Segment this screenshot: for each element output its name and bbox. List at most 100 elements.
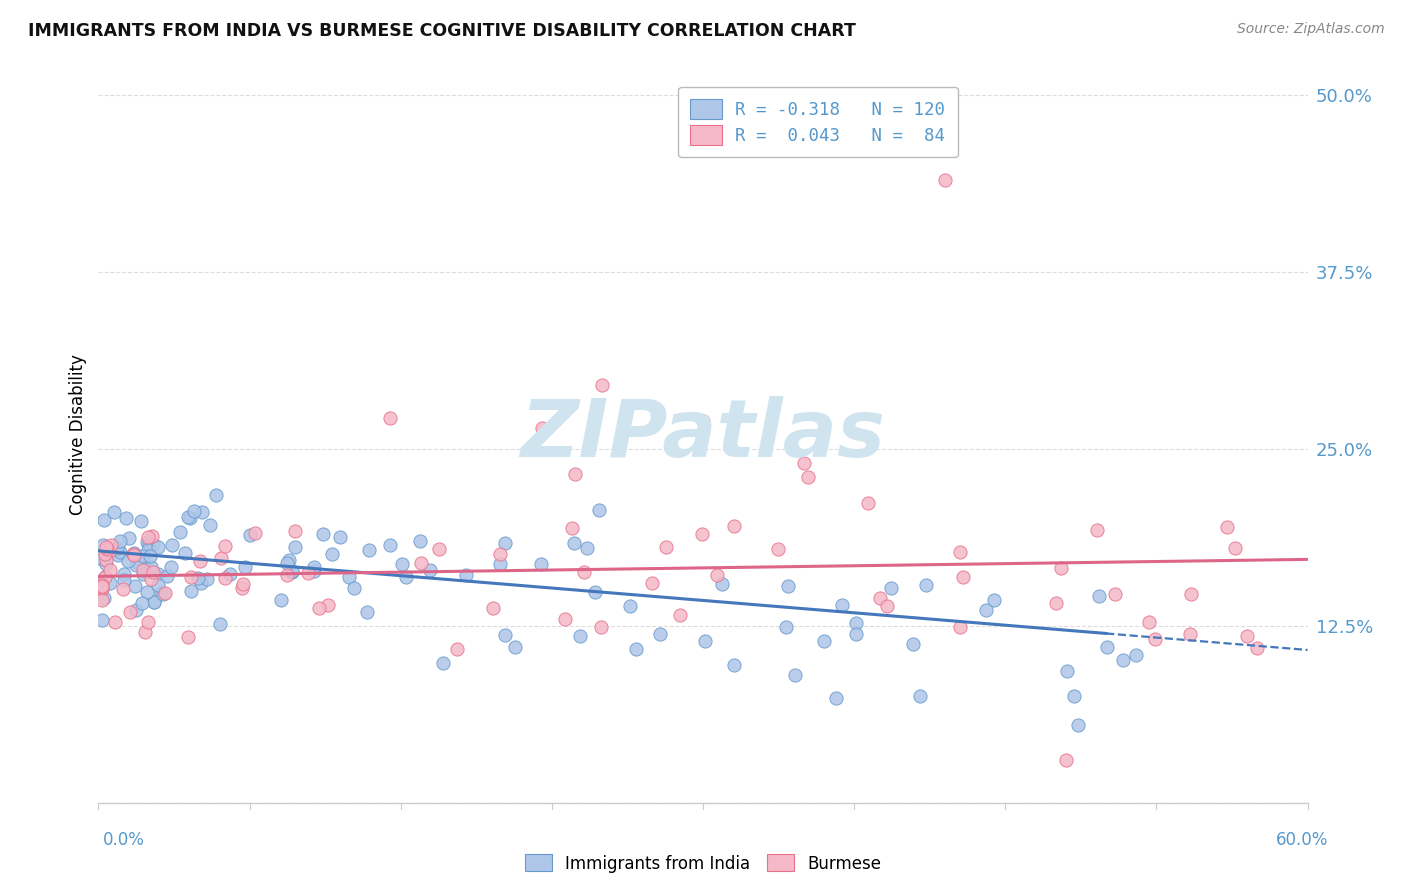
Point <box>880 582 903 596</box>
Point <box>337 570 360 584</box>
Point <box>589 619 612 633</box>
Point <box>139 560 162 574</box>
Point <box>136 615 159 630</box>
Point <box>112 582 135 596</box>
Point <box>1067 718 1090 732</box>
Point <box>796 470 818 484</box>
Text: Source: ZipAtlas.com: Source: ZipAtlas.com <box>1237 22 1385 37</box>
Point <box>297 566 319 580</box>
Point <box>96 558 118 572</box>
Point <box>91 614 114 628</box>
Point <box>91 593 114 607</box>
Point <box>169 525 191 540</box>
Point <box>91 582 114 596</box>
Text: 0.0%: 0.0% <box>103 831 145 849</box>
Point <box>138 530 160 544</box>
Point <box>619 599 641 613</box>
Point <box>136 542 159 557</box>
Point <box>93 513 115 527</box>
Text: ZIPatlas: ZIPatlas <box>520 396 886 474</box>
Point <box>125 558 148 573</box>
Point <box>793 456 815 470</box>
Point <box>641 575 664 590</box>
Point <box>302 564 325 578</box>
Point <box>91 578 114 592</box>
Point <box>214 571 236 585</box>
Point <box>432 656 454 670</box>
Point <box>131 597 153 611</box>
Point <box>1063 689 1085 703</box>
Point <box>118 605 141 619</box>
Point <box>156 568 179 582</box>
Point <box>94 570 117 584</box>
Point <box>624 641 647 656</box>
Point <box>276 556 298 570</box>
Point <box>562 536 585 550</box>
Point <box>343 581 366 595</box>
Point <box>117 554 139 568</box>
Point <box>214 539 236 553</box>
Point <box>915 578 938 592</box>
Point <box>114 511 136 525</box>
Point <box>304 560 326 574</box>
Point <box>139 549 162 564</box>
Point <box>114 573 136 587</box>
Point <box>378 538 401 552</box>
Point <box>218 566 240 581</box>
Point <box>723 657 745 672</box>
Point <box>94 547 117 561</box>
Point <box>152 587 174 601</box>
Point <box>655 541 678 555</box>
Point <box>831 598 853 612</box>
Point <box>481 600 503 615</box>
Point <box>454 567 477 582</box>
Point <box>974 603 997 617</box>
Point <box>97 544 120 558</box>
Point <box>112 567 135 582</box>
Point <box>153 585 176 599</box>
Point <box>357 542 380 557</box>
Point <box>775 619 797 633</box>
Point <box>356 605 378 619</box>
Point <box>124 579 146 593</box>
Point <box>134 625 156 640</box>
Point <box>1045 595 1067 609</box>
Point <box>276 568 298 582</box>
Point <box>554 612 576 626</box>
Point <box>564 467 586 481</box>
Point <box>668 607 690 622</box>
Point <box>239 528 262 542</box>
Point <box>1050 561 1073 575</box>
Point <box>183 503 205 517</box>
Point <box>845 627 868 641</box>
Point <box>693 633 716 648</box>
Point <box>132 563 155 577</box>
Point <box>91 552 114 566</box>
Point <box>503 640 526 655</box>
Point <box>692 414 714 428</box>
Point <box>1216 520 1239 534</box>
Point <box>1054 753 1077 767</box>
Point <box>141 529 163 543</box>
Point <box>1087 590 1109 604</box>
Point <box>845 615 868 630</box>
Point <box>118 531 141 545</box>
Point <box>245 525 267 540</box>
Point <box>232 577 254 591</box>
Point <box>427 541 450 556</box>
Point <box>321 547 343 561</box>
Point <box>142 537 165 551</box>
Point <box>591 378 613 392</box>
Point <box>488 547 510 561</box>
Point <box>284 524 307 538</box>
Point <box>98 576 121 591</box>
Point <box>329 530 352 544</box>
Point <box>278 553 301 567</box>
Point <box>146 567 169 582</box>
Point <box>108 533 131 548</box>
Text: 60.0%: 60.0% <box>1277 831 1329 849</box>
Point <box>96 542 118 557</box>
Point <box>281 564 304 578</box>
Point <box>690 526 713 541</box>
Point <box>903 637 925 651</box>
